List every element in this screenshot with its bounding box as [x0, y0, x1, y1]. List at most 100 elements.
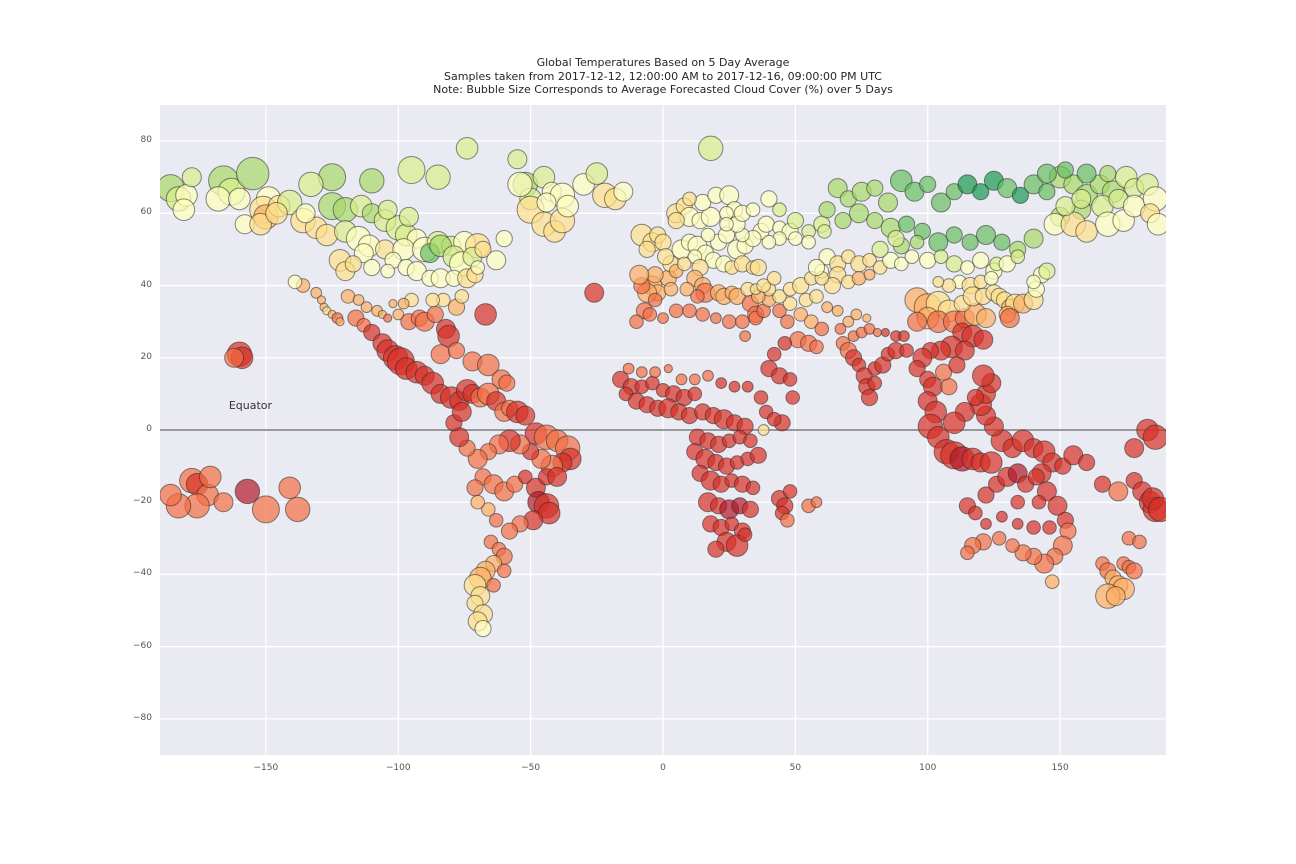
temperature-bubble — [887, 230, 905, 248]
temperature-bubble — [908, 360, 926, 378]
y-tick-label: −80 — [133, 712, 152, 723]
temperature-bubble — [1011, 186, 1030, 204]
temperature-bubble — [907, 311, 928, 332]
temperature-bubble — [735, 314, 750, 329]
temperature-bubble — [249, 212, 272, 236]
temperature-bubble — [426, 305, 444, 323]
temperature-bubble — [486, 578, 501, 593]
temperature-bubble — [647, 292, 663, 308]
temperature-bubble — [649, 366, 662, 379]
temperature-bubble — [506, 475, 524, 493]
temperature-bubble — [919, 175, 937, 194]
temperature-bubble — [437, 324, 460, 348]
bubble-map-svg — [160, 105, 1166, 755]
temperature-bubble — [860, 388, 879, 407]
temperature-bubble — [451, 401, 472, 422]
temperature-bubble — [205, 186, 231, 212]
temperature-bubble — [761, 234, 777, 250]
temperature-bubble — [228, 187, 251, 211]
y-tick-label: −40 — [133, 568, 152, 579]
temperature-bubble — [388, 299, 398, 309]
temperature-bubble — [1038, 183, 1056, 201]
temperature-bubble — [663, 281, 679, 297]
temperature-bubble — [766, 411, 782, 427]
temperature-bubble — [793, 307, 809, 322]
temperature-bubble — [782, 296, 798, 311]
temperature-bubble — [688, 373, 701, 386]
temperature-bubble — [352, 294, 365, 306]
temperature-bubble — [213, 492, 234, 513]
temperature-bubble — [942, 411, 966, 435]
temperature-bubble — [160, 483, 182, 507]
temperature-bubble — [1044, 574, 1060, 590]
temperature-bubble — [1108, 481, 1129, 502]
temperature-bubble — [753, 390, 769, 405]
temperature-bubble — [488, 513, 504, 528]
temperature-bubble — [1105, 586, 1126, 607]
temperature-bubble — [398, 206, 419, 227]
temperature-bubble — [810, 496, 823, 509]
temperature-bubble — [1078, 453, 1096, 472]
temperature-bubble — [894, 256, 909, 272]
temperature-bubble — [584, 282, 605, 303]
temperature-bubble — [899, 343, 914, 358]
temperature-bubble — [821, 301, 833, 314]
temperature-bubble — [741, 500, 760, 518]
temperature-bubble — [976, 308, 996, 329]
temperature-bubble — [377, 199, 398, 220]
temperature-bubble — [654, 233, 672, 251]
temperature-bubble — [663, 364, 673, 374]
temperature-bubble — [919, 251, 937, 269]
temperature-bubble — [945, 226, 963, 244]
temperature-bubble — [360, 301, 373, 314]
temperature-bubble — [909, 234, 925, 250]
temperature-bubble — [766, 346, 782, 362]
temperature-bubble — [1075, 220, 1098, 243]
temperature-bubble — [980, 518, 992, 530]
temperature-bubble — [690, 289, 705, 304]
temperature-bubble — [1047, 495, 1068, 516]
temperature-bubble — [695, 307, 711, 322]
temperature-bubble — [940, 378, 958, 396]
temperature-bubble — [1056, 161, 1075, 179]
temperature-bubble — [224, 347, 245, 368]
temperature-bubble — [880, 327, 891, 338]
temperature-bubble — [287, 274, 303, 290]
temperature-bubble — [848, 203, 869, 224]
temperature-bubble — [862, 313, 872, 323]
temperature-bubble — [278, 476, 301, 500]
temperature-bubble — [932, 276, 945, 288]
temperature-bubble — [556, 194, 580, 218]
temperature-bubble — [741, 380, 754, 393]
temperature-bubble — [737, 527, 753, 543]
temperature-bubble — [474, 303, 497, 326]
temperature-bubble — [948, 356, 966, 374]
temperature-bubble — [786, 212, 805, 230]
temperature-bubble — [898, 330, 910, 343]
temperature-bubble — [749, 446, 767, 464]
temperature-bubble — [721, 314, 737, 329]
temperature-bubble — [646, 266, 664, 284]
temperature-bubble — [498, 374, 516, 392]
temperature-bubble — [743, 433, 758, 449]
temperature-bubble — [772, 303, 787, 319]
temperature-bubble — [834, 212, 852, 230]
temperature-bubble — [500, 522, 519, 540]
x-tick-label: 150 — [1051, 763, 1069, 773]
temperature-bubble — [687, 386, 703, 402]
temperature-bubble — [1010, 249, 1026, 264]
temperature-bubble — [657, 248, 675, 266]
temperature-bubble — [850, 308, 863, 321]
temperature-bubble — [474, 240, 492, 258]
chart-subtitle: Samples taken from 2017-12-12, 12:00:00 … — [444, 69, 882, 83]
temperature-bubble — [1142, 424, 1166, 450]
temperature-bubble — [878, 192, 898, 213]
temperature-bubble — [834, 323, 847, 335]
temperature-bubble — [657, 312, 669, 325]
temperature-bubble — [315, 223, 339, 247]
temperature-bubble — [976, 225, 996, 245]
temperature-bubble — [814, 321, 830, 337]
y-tick-label: −60 — [133, 640, 152, 651]
temperature-bubble — [809, 339, 824, 355]
temperature-bubble — [481, 502, 496, 517]
